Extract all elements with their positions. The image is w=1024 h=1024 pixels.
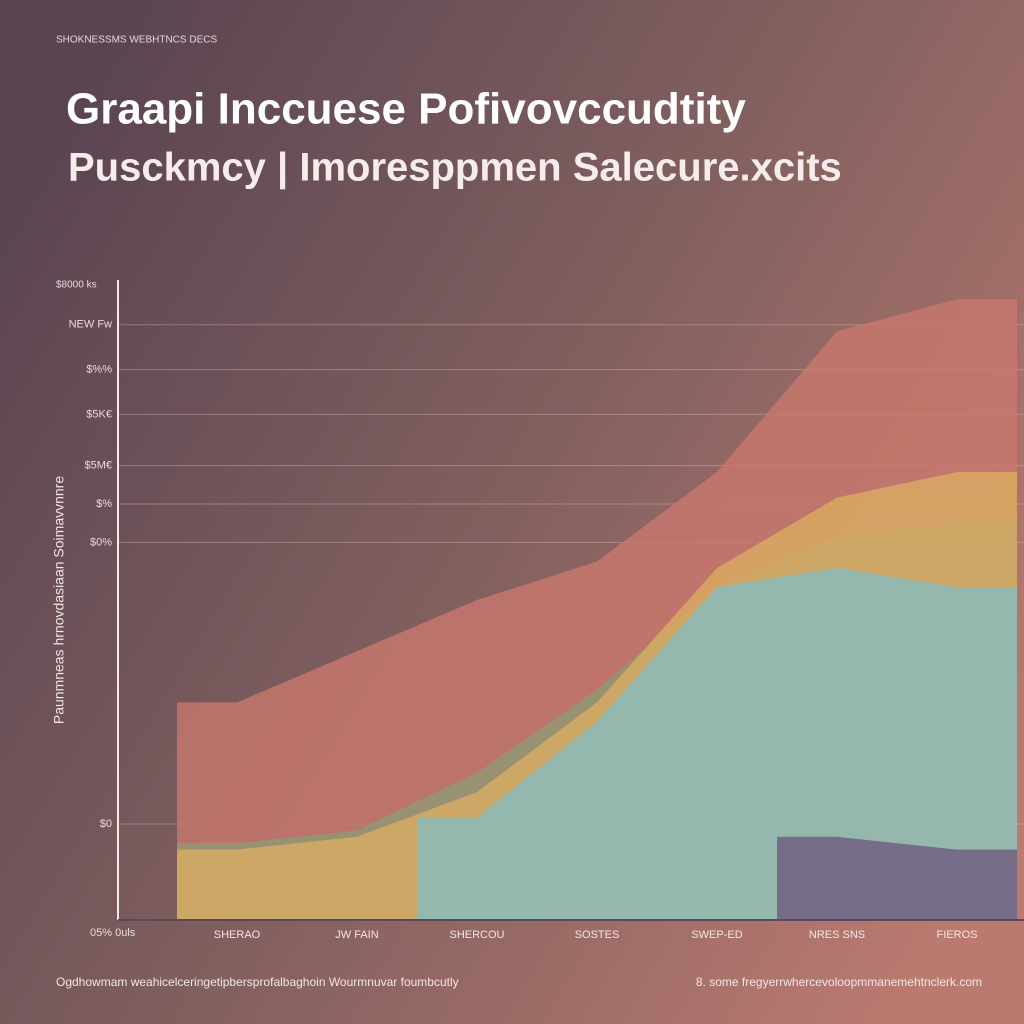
y-axis-title: $8000 ks — [56, 280, 97, 291]
x-tick-label: NRES SNS — [809, 929, 865, 941]
y-tick-label: $%% — [86, 364, 112, 376]
y-axis-label: Paunmneas hrnovdasiaan Soimavvnnre — [51, 476, 67, 724]
header: SHOKNESSMS WEBHTNCS DECS — [56, 35, 217, 46]
x-axis-start: 05% 0uls — [90, 927, 136, 939]
y-tick-label: $0 — [100, 818, 112, 830]
y-tick-label: $5K€ — [86, 408, 112, 420]
x-tick-label: SHERCOU — [449, 929, 504, 941]
x-tick-label: SWEP-ED — [691, 929, 742, 941]
x-tick-label: SHERAO — [214, 929, 261, 941]
x-tick-label: JW FAIN — [335, 929, 378, 941]
y-tick-label: $5M€ — [84, 460, 112, 472]
x-tick-label: SOSTES — [575, 929, 620, 941]
chart-subtitle: Pusckmcy | Imoresppmen Salecure.xcits — [68, 146, 842, 190]
footer-left: Ogdhowmam weahicelceringetipbersprofalba… — [56, 975, 459, 989]
area — [417, 568, 1017, 920]
footer-right: 8. some fregyerrwhercevoloopmmanemehtncl… — [696, 975, 982, 989]
y-tick-label: $0% — [90, 536, 112, 548]
chart-title: Graapi Inccuese Pofivovccudtity — [66, 85, 746, 134]
area — [777, 836, 1017, 920]
y-tick-label: $% — [96, 498, 112, 510]
x-tick-label: FIEROS — [937, 929, 978, 941]
y-tick-label: NEW Fw — [69, 319, 112, 331]
